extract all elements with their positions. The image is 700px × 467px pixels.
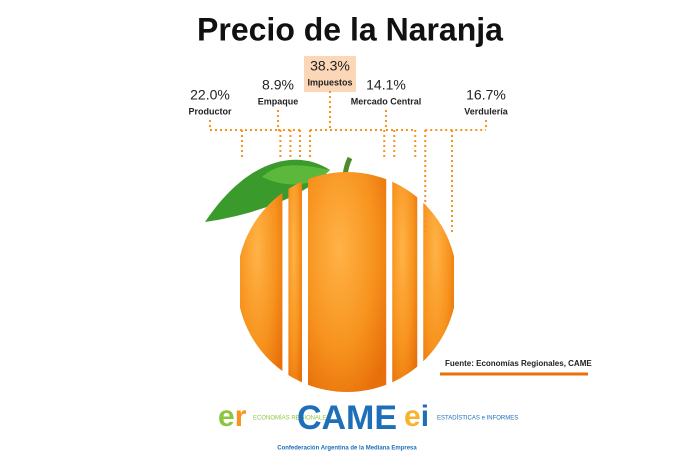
chart-title: Precio de la Naranja: [197, 11, 503, 47]
logo-center: CAME: [297, 399, 397, 437]
highlight-box: [304, 56, 356, 92]
value-label: 14.1%: [366, 77, 406, 93]
source: Fuente: Economías Regionales, CAME: [445, 359, 592, 368]
logo-right-text: ESTADÍSTICAS e INFORMES: [437, 415, 518, 422]
category-label: Verdulería: [464, 106, 509, 116]
bracket: [385, 110, 417, 160]
value-label: 8.9%: [262, 77, 294, 93]
logo-center-sub: Confederación Argentina de la Mediana Em…: [277, 446, 417, 452]
value-label: 38.3%: [310, 58, 350, 74]
category-label: Impuestos: [307, 77, 352, 87]
category-label: Empaque: [258, 96, 299, 106]
category-label: Mercado Central: [351, 96, 422, 106]
bracket: [424, 120, 487, 232]
bracket: [209, 120, 282, 160]
slice: [288, 172, 302, 392]
bracket: [277, 110, 301, 160]
slice: [392, 172, 418, 392]
logo-left-text: ECONOMÍAS REGIONALES: [253, 415, 330, 422]
footer-logos: er ECONOMÍAS REGIONALES CAME Confederaci…: [218, 399, 518, 452]
category-label: Productor: [188, 106, 231, 116]
value-label: 16.7%: [466, 87, 506, 103]
logo-mark: er: [218, 400, 247, 433]
slice: [307, 172, 387, 392]
logo-mark: ei: [404, 400, 429, 433]
value-label: 22.0%: [190, 87, 230, 103]
